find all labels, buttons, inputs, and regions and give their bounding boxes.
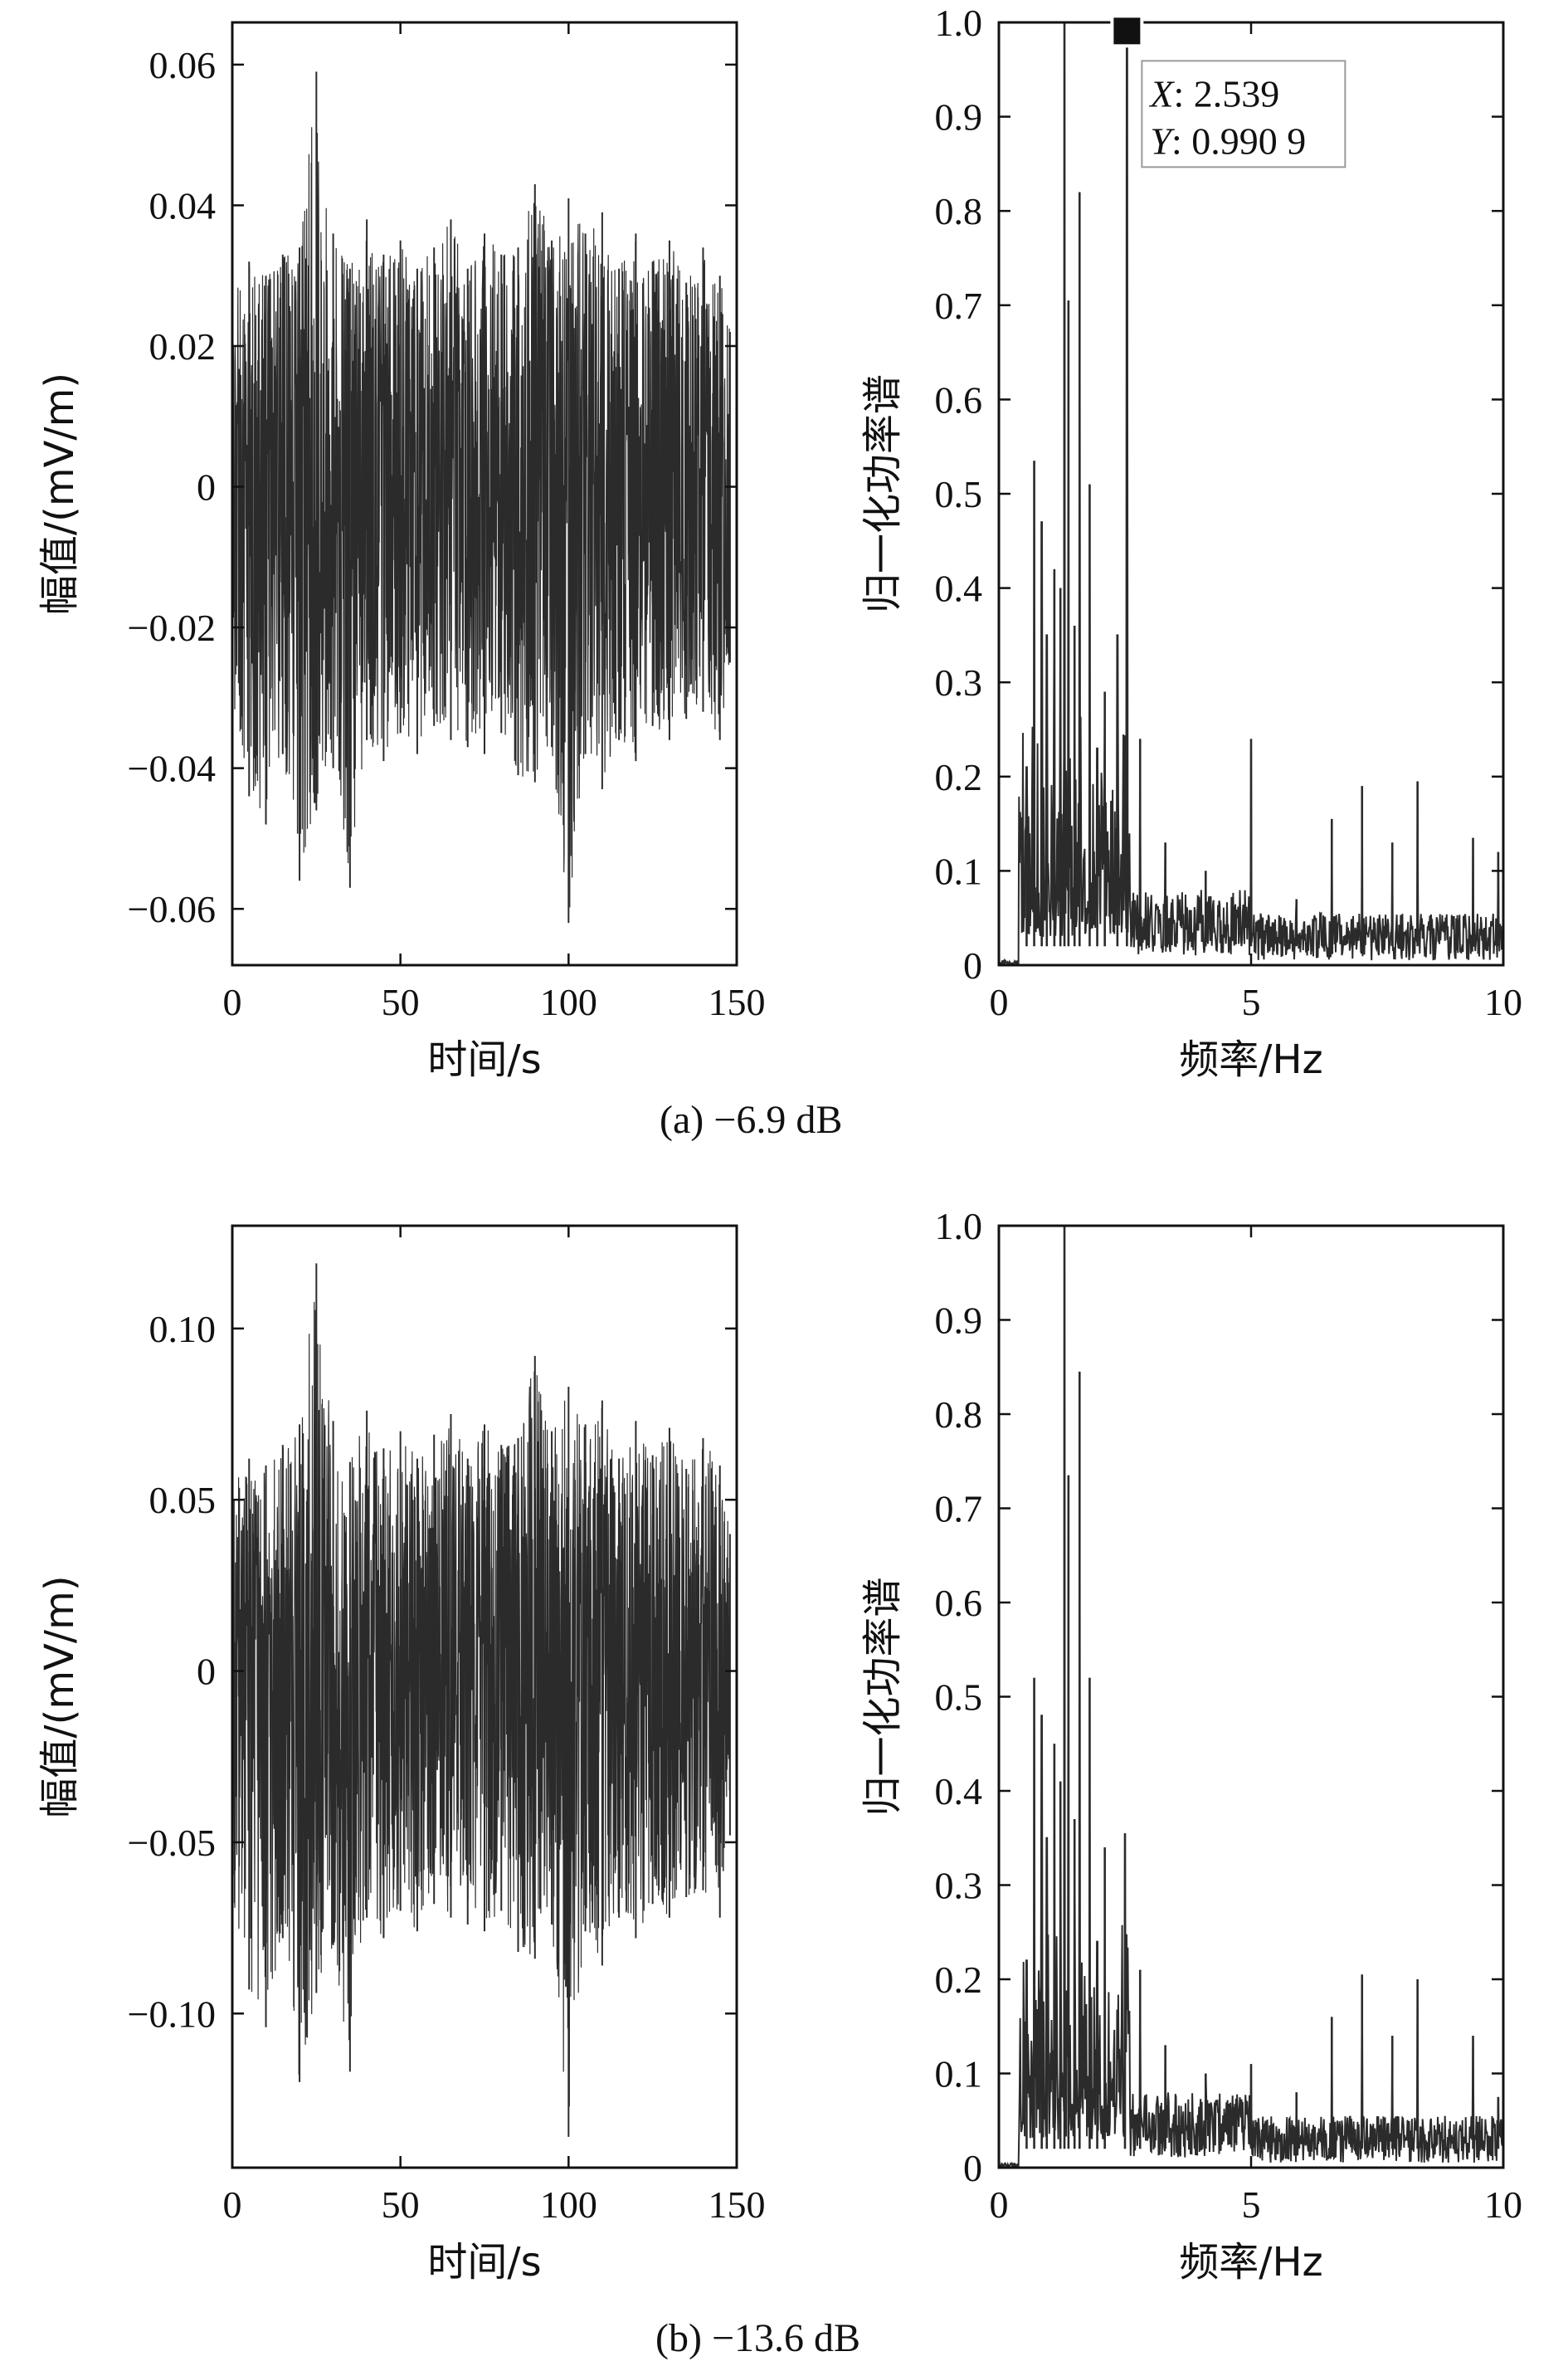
y-tick-label: 0.5: [935, 473, 983, 515]
y-tick-label: 0.4: [935, 1770, 983, 1812]
y-tick-label: 0.3: [935, 661, 983, 704]
y-tick-label: 0.2: [935, 756, 983, 798]
y-tick-label: 0.02: [149, 325, 217, 368]
y-tick-label: 0.1: [935, 2053, 983, 2095]
y-tick-label: 0: [197, 466, 216, 509]
caption-a: (a) −6.9 dB: [660, 1097, 842, 1143]
y-tick-label: 0.8: [935, 1393, 983, 1436]
data-tip-x-key: X: [1148, 72, 1175, 115]
y-tick-label: 0.9: [935, 96, 983, 139]
panel-b-time: 0 50 100 150 0.10 0.05 0 −0.05 −0.10 时间/s 幅值/(mV/m…: [37, 1224, 766, 2286]
y-tick-label: 0.06: [149, 44, 217, 86]
y-axis-label: 归一化功率谱: [859, 374, 906, 613]
y-tick-label: 0.6: [935, 378, 983, 421]
y-tick-label: −0.02: [128, 607, 216, 649]
data-cursor-marker: [1110, 14, 1144, 48]
panel-a-time: 0 50 100 150 0.06 0.04 0.02 0 −0.02 −0.04 −0.06 时间/…: [37, 21, 766, 1083]
signal-trace: [232, 127, 731, 908]
caption-b-label: (b): [655, 2316, 702, 2360]
caption-a-text: −6.9 dB: [713, 1098, 843, 1142]
y-tick-label: 0.7: [935, 1488, 983, 1530]
x-tick-label: 0: [990, 2183, 1009, 2226]
x-tick-label: 100: [540, 2183, 597, 2226]
panel-a-spectrum: 0 5 10 1.0 0.9 0.8 0.7 0.6 0.5 0.4 0.3 0.2 0.1 0 频率/Hz…: [859, 2, 1522, 1083]
x-axis-label: 频率/Hz: [1179, 1037, 1322, 1083]
x-tick-label: 5: [1242, 981, 1261, 1023]
x-axis-label: 时间/s: [427, 1037, 541, 1083]
x-axis-label: 时间/s: [427, 2239, 541, 2286]
signal-spikes: [231, 71, 731, 924]
data-tip-y: Y: 0.990 9: [1150, 120, 1306, 162]
y-tick-label: 0.9: [935, 1300, 983, 1342]
y-tick-label: 0.04: [149, 184, 217, 227]
x-tick-label: 150: [709, 2183, 766, 2226]
x-tick-label: 50: [382, 2183, 420, 2226]
y-axis-label: 幅值/(mV/m): [37, 1575, 83, 1817]
y-tick-label: 0.4: [935, 568, 983, 610]
signal-spikes: [231, 1263, 731, 2137]
y-tick-label: −0.10: [128, 1993, 216, 2035]
y-tick-label: 0.8: [935, 190, 983, 232]
y-tick-label: 1.0: [935, 2, 983, 44]
data-tip-y-value: : 0.990 9: [1171, 120, 1306, 162]
panel-b-spectrum: 0 5 10 1.0 0.9 0.8 0.7 0.6 0.5 0.4 0.3 0.2 0.1 0 频率/Hz…: [859, 1205, 1522, 2286]
x-axis-label: 频率/Hz: [1179, 2239, 1322, 2286]
data-tip-x: X: 2.539: [1148, 72, 1279, 115]
y-tick-label: 0.3: [935, 1865, 983, 1907]
signal-trace: [232, 1294, 731, 2107]
data-tip-box: [1141, 60, 1346, 168]
axes-frame: [231, 21, 738, 967]
y-axis-label: 幅值/(mV/m): [37, 373, 83, 615]
x-tick-label: 0: [223, 981, 242, 1023]
y-tick-label: 0.1: [935, 850, 983, 892]
data-tip-x-value: : 2.539: [1173, 72, 1279, 115]
x-tick-label: 5: [1242, 2183, 1261, 2226]
y-tick-label: −0.05: [128, 1822, 216, 1864]
y-tick-label: 0.7: [935, 285, 983, 327]
y-tick-label: 0.10: [149, 1308, 217, 1350]
spectrum-peaks: [1025, 1226, 1500, 2149]
y-tick-label: −0.06: [128, 888, 216, 930]
caption-a-label: (a): [660, 1098, 704, 1142]
y-tick-label: 0: [963, 944, 982, 987]
caption-b-text: −13.6 dB: [711, 2316, 861, 2360]
axes-frame: [231, 1224, 738, 2169]
x-tick-label: 50: [382, 981, 420, 1023]
x-tick-label: 0: [223, 2183, 242, 2226]
y-tick-label: −0.04: [128, 748, 216, 790]
caption-b: (b) −13.6 dB: [655, 2315, 860, 2361]
data-tip-y-key: Y: [1150, 120, 1175, 162]
x-tick-label: 10: [1484, 981, 1522, 1023]
x-tick-label: 10: [1484, 2183, 1522, 2226]
x-tick-label: 100: [540, 981, 597, 1023]
y-tick-label: 0.2: [935, 1959, 983, 2001]
y-tick-label: 0: [963, 2147, 982, 2189]
y-tick-label: 0.5: [935, 1676, 983, 1719]
spectrum-peaks: [1025, 22, 1500, 947]
y-axis-label: 归一化功率谱: [859, 1577, 906, 1816]
y-tick-label: 1.0: [935, 1205, 983, 1247]
x-tick-label: 0: [990, 981, 1009, 1023]
y-tick-label: 0.05: [149, 1479, 217, 1521]
y-tick-label: 0: [197, 1651, 216, 1693]
x-tick-label: 150: [709, 981, 766, 1023]
y-tick-label: 0.6: [935, 1582, 983, 1624]
